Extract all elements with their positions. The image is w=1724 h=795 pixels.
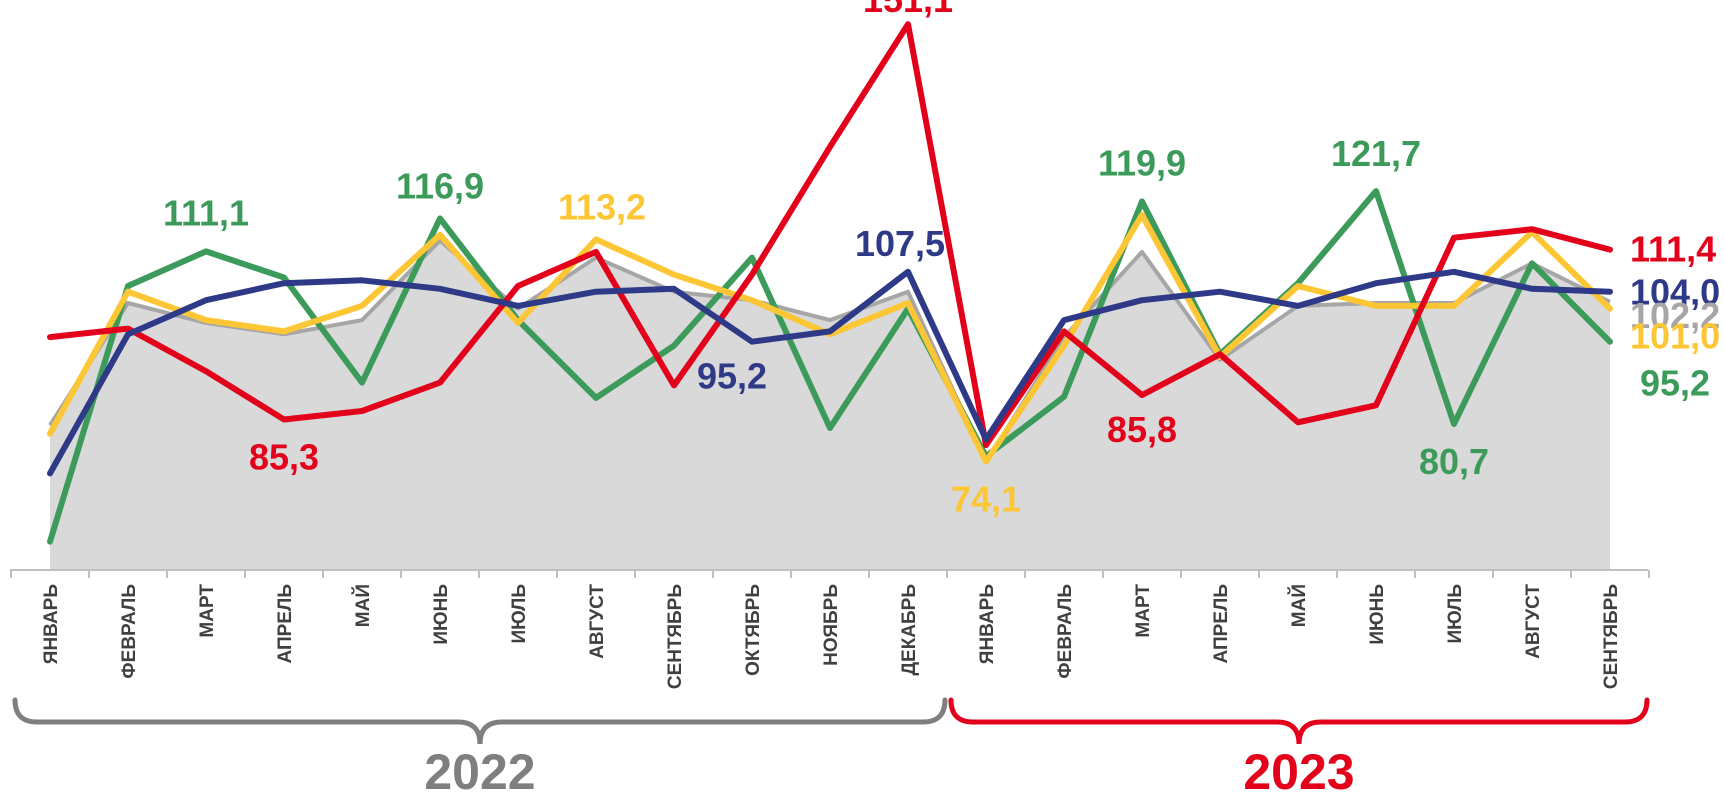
x-tick-label: СЕНТЯБРЬ <box>665 584 686 689</box>
x-tick-label: ИЮНЬ <box>431 584 452 645</box>
data-label-green: 111,1 <box>163 192 249 233</box>
x-tick-label: ЯНВАРЬ <box>977 584 998 664</box>
data-label-red: 85,8 <box>1107 409 1177 450</box>
data-label-green: 80,7 <box>1419 441 1489 482</box>
data-label-yellow: 74,1 <box>951 479 1021 520</box>
year-label-2022: 2022 <box>424 744 535 795</box>
x-tick-label: ИЮНЬ <box>1367 584 1388 645</box>
x-tick-label: АВГУСТ <box>587 584 608 659</box>
year-brace-2022 <box>12 697 948 745</box>
series-line-grey <box>48 238 1611 465</box>
data-label-red: 111,4 <box>1630 229 1716 270</box>
x-tick-label: ОКТЯБРЬ <box>743 584 764 676</box>
x-tick-label: ЯНВАРЬ <box>41 584 62 664</box>
x-tick-label: НОЯБРЬ <box>821 584 842 666</box>
x-tick-label: МАЙ <box>1288 584 1310 627</box>
x-tick-label: ФЕВРАЛЬ <box>119 584 140 679</box>
year-label-2023: 2023 <box>1243 744 1354 795</box>
data-label-navy: 107,5 <box>855 223 945 264</box>
data-label-green: 119,9 <box>1098 142 1186 183</box>
series-line-navy <box>47 268 1613 477</box>
x-tick-label: МАРТ <box>1133 584 1154 638</box>
x-tick-label: СЕНТЯБРЬ <box>1601 584 1622 689</box>
series-area-grey <box>50 240 1610 570</box>
x-tick-label: ДЕКАБРЬ <box>899 584 920 676</box>
year-brace-2023 <box>948 697 1650 745</box>
x-tick-label: АПРЕЛЬ <box>275 584 296 663</box>
data-label-red: 151,1 <box>863 0 953 20</box>
x-tick-label: АПРЕЛЬ <box>1211 584 1232 663</box>
data-label-navy: 104,0 <box>1630 272 1720 313</box>
data-label-navy: 95,2 <box>697 356 767 397</box>
data-label-green: 116,9 <box>396 165 484 206</box>
x-tick-label: МАРТ <box>197 584 218 638</box>
data-label-red: 85,3 <box>249 436 319 477</box>
data-label-yellow: 113,2 <box>558 186 646 227</box>
x-tick-label: ИЮЛЬ <box>509 584 530 644</box>
data-label-green: 121,7 <box>1331 133 1421 174</box>
x-tick-label: АВГУСТ <box>1523 584 1544 659</box>
series-line-red <box>47 21 1613 448</box>
data-label-grey: 102,2 <box>1630 295 1720 336</box>
x-tick-label: МАЙ <box>352 584 374 627</box>
series-line-green <box>47 188 1613 545</box>
x-tick-label: ИЮЛЬ <box>1445 584 1466 644</box>
x-tick-label: ФЕВРАЛЬ <box>1055 584 1076 679</box>
data-label-green: 95,2 <box>1640 363 1710 404</box>
data-label-yellow: 101,0 <box>1630 316 1720 357</box>
